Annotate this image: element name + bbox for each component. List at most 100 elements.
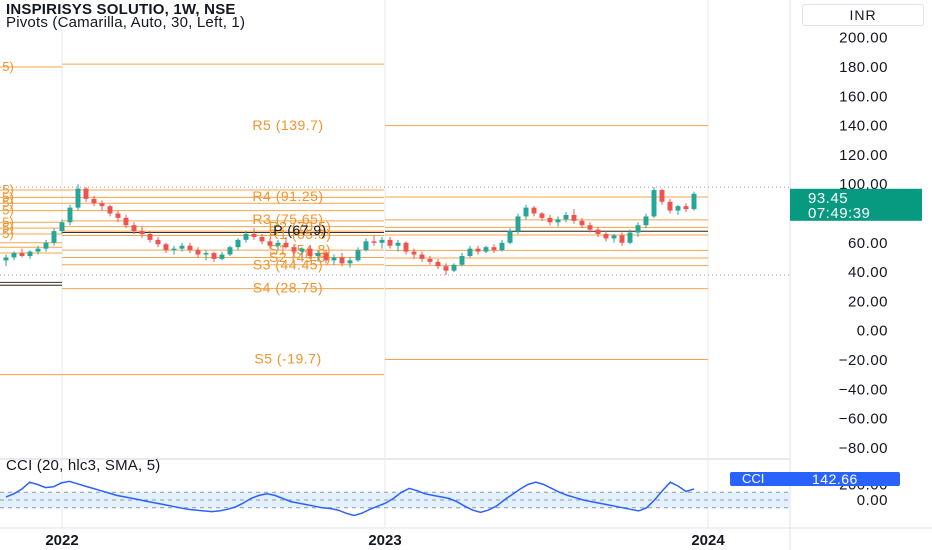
candle <box>219 251 225 261</box>
candle <box>83 187 89 202</box>
candle <box>243 231 249 243</box>
candle <box>3 254 9 267</box>
candle-body <box>419 254 425 259</box>
candle <box>459 253 465 267</box>
candle-body <box>467 248 473 256</box>
candle-body <box>211 253 217 259</box>
y-tick-label: −80.00 <box>839 440 888 457</box>
candle-body <box>59 222 65 232</box>
candle-body <box>603 234 609 239</box>
candle <box>539 212 545 221</box>
pivot-label: R3 (75.65) <box>252 211 323 227</box>
candle-body <box>187 245 193 251</box>
candle <box>19 248 25 258</box>
y-tick-label: 180.00 <box>839 59 888 76</box>
y-tick-label: 20.00 <box>848 293 888 310</box>
candle-body <box>555 219 561 223</box>
candle-body <box>91 198 97 204</box>
y-tick-label: −40.00 <box>839 381 888 398</box>
y-tick-label: 0.00 <box>857 323 888 340</box>
candle-body <box>587 225 593 230</box>
candle-body <box>507 231 513 243</box>
candle-body <box>403 242 409 252</box>
candle-body <box>475 248 481 252</box>
candle-body <box>515 216 521 232</box>
last-price-tag <box>790 188 922 221</box>
candle-body <box>219 254 225 259</box>
candle-body <box>291 247 297 252</box>
candle-body <box>387 239 393 246</box>
candle <box>283 236 289 249</box>
cci-value-tag <box>730 472 900 486</box>
candle-body <box>3 257 9 261</box>
candle <box>435 258 441 270</box>
candle <box>75 184 81 211</box>
candle-body <box>491 247 497 251</box>
candle <box>195 247 201 258</box>
candle-body <box>363 241 369 251</box>
candle <box>619 232 625 246</box>
candle-body <box>131 225 137 232</box>
cci-value: 142.66 <box>812 471 858 487</box>
candle <box>491 244 497 254</box>
candle-body <box>451 264 457 271</box>
candle-body <box>163 244 169 251</box>
candle-body <box>27 251 33 256</box>
pivot-label: R2 (70.5) <box>269 218 332 234</box>
candle-body <box>275 242 281 246</box>
candle <box>51 228 57 246</box>
candle-body <box>571 214 577 221</box>
candle <box>139 226 145 239</box>
candle-body <box>499 242 505 251</box>
candle <box>547 214 553 226</box>
time-label-2024: 2024 <box>691 532 725 549</box>
candle-body <box>195 250 201 255</box>
candle-body <box>667 201 673 211</box>
candle-body <box>635 225 641 233</box>
candle-body <box>51 231 57 243</box>
pivot-label-truncated: 5) <box>2 189 14 204</box>
candle <box>379 236 385 249</box>
candle <box>595 226 601 237</box>
candle <box>611 234 617 243</box>
candle <box>467 245 473 258</box>
currency-selector[interactable]: INR <box>802 4 924 26</box>
candle-body <box>483 247 489 252</box>
candle-body <box>531 207 537 214</box>
candle <box>675 204 681 215</box>
candle <box>99 200 105 211</box>
candle-body <box>259 236 265 242</box>
candle-body <box>19 253 25 256</box>
candle-body <box>139 231 145 235</box>
candle-body <box>315 253 321 256</box>
candle-body <box>683 206 689 210</box>
cci-line <box>5 480 695 517</box>
pivot-label-truncated: 5) <box>2 220 14 235</box>
cci-tick-label: 0.00 <box>857 492 888 509</box>
candle <box>643 213 649 229</box>
pivots-indicator-label[interactable]: Pivots (Camarilla, Auto, 30, Left, 1) <box>6 14 246 31</box>
candle <box>691 191 697 211</box>
candle-body <box>595 229 601 235</box>
pivot-label: P (67.9) <box>273 222 327 238</box>
candle <box>515 213 521 235</box>
pivot-label: S3 (44.45) <box>253 257 323 273</box>
bar-countdown: 07:49:39 <box>808 205 870 222</box>
candle-body <box>83 188 89 199</box>
pivot-label-truncated: 5) <box>2 195 14 210</box>
cci-indicator-label[interactable]: CCI (20, hlc3, SMA, 5) <box>6 457 161 474</box>
pivot-label: S2 (49.6) <box>269 249 331 265</box>
candle <box>227 245 233 256</box>
candle <box>251 228 257 240</box>
candle <box>291 244 297 255</box>
candle <box>603 231 609 242</box>
candle <box>659 188 665 205</box>
candle-body <box>227 247 233 255</box>
candle-body <box>659 190 665 202</box>
candle-body <box>339 257 345 264</box>
pivot-label-truncated: 5) <box>2 226 14 241</box>
candle-body <box>347 260 353 264</box>
candle-body <box>75 188 81 208</box>
candle-body <box>331 257 337 261</box>
